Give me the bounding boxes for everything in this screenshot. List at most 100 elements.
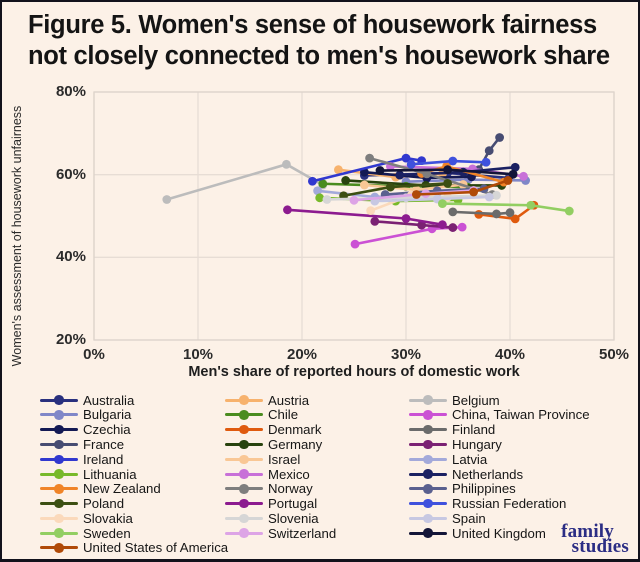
series-point-United States of America <box>503 176 513 185</box>
legend-marker-icon <box>225 395 263 405</box>
chart-legend: Australia Austria Belgium Bulgaria Chile Chin… <box>40 392 634 556</box>
legend-item: Switzerland <box>225 525 409 541</box>
legend-dot-icon <box>54 424 64 435</box>
series-point-Hungary <box>417 220 426 230</box>
legend-label: Sweden <box>83 525 131 541</box>
series-point-United Kingdom <box>443 165 452 175</box>
legend-label: Czechia <box>83 422 131 438</box>
x-tick-label: 30% <box>390 346 422 363</box>
legend-dot-icon <box>239 528 249 538</box>
figure-title-line2: not closely connected to men's housework… <box>28 42 610 70</box>
series-point-Denmark <box>510 214 520 224</box>
legend-marker-icon <box>225 498 263 509</box>
series-point-Portugal <box>438 220 447 230</box>
legend-marker-icon <box>40 454 78 465</box>
legend-label: Philippines <box>452 481 516 497</box>
legend-dot-icon <box>423 454 433 465</box>
series-point-France <box>484 146 494 156</box>
legend-item: Bulgaria <box>40 407 225 422</box>
legend-label: New Zealand <box>83 481 161 497</box>
series-point-Netherlands <box>395 170 405 180</box>
series-point-Slovenia <box>492 190 501 200</box>
series-point-United Kingdom <box>508 169 518 179</box>
legend-label: France <box>83 436 125 452</box>
legend-item: Portugal <box>225 496 409 511</box>
legend-label: Mexico <box>268 466 310 482</box>
legend-label: Denmark <box>268 422 322 438</box>
legend-marker-icon <box>40 484 78 494</box>
series-point-Spain <box>484 192 494 202</box>
legend-label: Ireland <box>83 451 124 467</box>
legend-marker-icon <box>225 410 263 420</box>
y-tick-label: 60% <box>55 165 86 183</box>
y-tick-label: 40% <box>55 248 86 266</box>
legend-dot-icon <box>239 410 249 420</box>
legend-label: Chile <box>268 407 299 423</box>
series-point-Norway <box>422 169 432 179</box>
family-studies-logo: family studies <box>561 522 629 557</box>
legend-item: Russian Federation <box>409 496 634 511</box>
legend-dot-icon <box>54 454 64 465</box>
legend-label: Belgium <box>452 392 500 408</box>
line-chart-plot <box>93 91 615 341</box>
legend-marker-icon <box>409 469 447 479</box>
legend-item: Belgium <box>409 392 634 408</box>
legend-item: Latvia <box>409 451 634 467</box>
series-line-Belgium <box>165 162 325 201</box>
legend-marker-icon <box>409 484 447 494</box>
legend-label: Spain <box>452 510 486 526</box>
series-point-United Kingdom <box>375 166 385 175</box>
series-point-United States of America <box>469 187 478 197</box>
series-point-Belgium <box>282 159 291 169</box>
legend-marker-icon <box>409 439 447 450</box>
series-point-Switzerland <box>349 195 359 205</box>
legend-dot-icon <box>423 469 433 479</box>
legend-marker-icon <box>40 543 78 553</box>
series-point-Hungary <box>370 216 380 226</box>
x-tick-label: 40% <box>494 346 526 363</box>
legend-dot-icon <box>423 424 433 435</box>
series-point-Poland <box>386 182 395 192</box>
legend-label: Lithuania <box>83 466 137 482</box>
legend-label: Germany <box>268 436 323 452</box>
legend-item: Philippines <box>409 481 634 497</box>
series-point-Latvia <box>313 186 322 196</box>
legend-item: United States of America <box>40 540 229 556</box>
series-point-Russian Federation <box>406 159 416 169</box>
logo-line2: studies <box>571 536 629 557</box>
legend-dot-icon <box>423 410 433 420</box>
legend-dot-icon <box>423 498 433 509</box>
legend-label: United States of America <box>83 540 229 556</box>
series-point-Portugal <box>283 205 292 215</box>
legend-dot-icon <box>54 498 64 509</box>
legend-item: Denmark <box>225 422 409 438</box>
legend-dot-icon <box>54 410 64 420</box>
legend-label: Switzerland <box>268 525 337 541</box>
legend-label: Latvia <box>452 451 488 467</box>
legend-marker-icon <box>225 469 263 479</box>
legend-item: France <box>40 436 225 452</box>
legend-item: Germany <box>225 436 409 452</box>
legend-dot-icon <box>239 424 249 435</box>
series-point-France <box>495 133 504 142</box>
series-point-Chile <box>318 179 328 189</box>
legend-item: Czechia <box>40 422 225 438</box>
legend-marker-icon <box>40 410 78 420</box>
legend-marker-icon <box>40 424 78 435</box>
series-point-Finland <box>505 208 515 218</box>
series-point-Ireland <box>308 176 317 186</box>
series-point-Sweden <box>438 199 447 208</box>
series-point-Poland <box>443 178 452 188</box>
series-point-Russian Federation <box>448 156 458 166</box>
legend-dot-icon <box>423 439 433 450</box>
legend-dot-icon <box>423 395 433 405</box>
legend-dot-icon <box>54 513 64 524</box>
figure-title: Figure 5. Women's sense of housework fai… <box>28 10 628 72</box>
legend-item: Slovenia <box>225 511 409 526</box>
y-tick-label: 80% <box>55 83 86 100</box>
x-axis-title: Men's share of reported hours of domesti… <box>188 364 520 380</box>
legend-marker-icon <box>409 513 447 524</box>
legend-dot-icon <box>239 439 249 450</box>
legend-marker-icon <box>409 528 447 538</box>
